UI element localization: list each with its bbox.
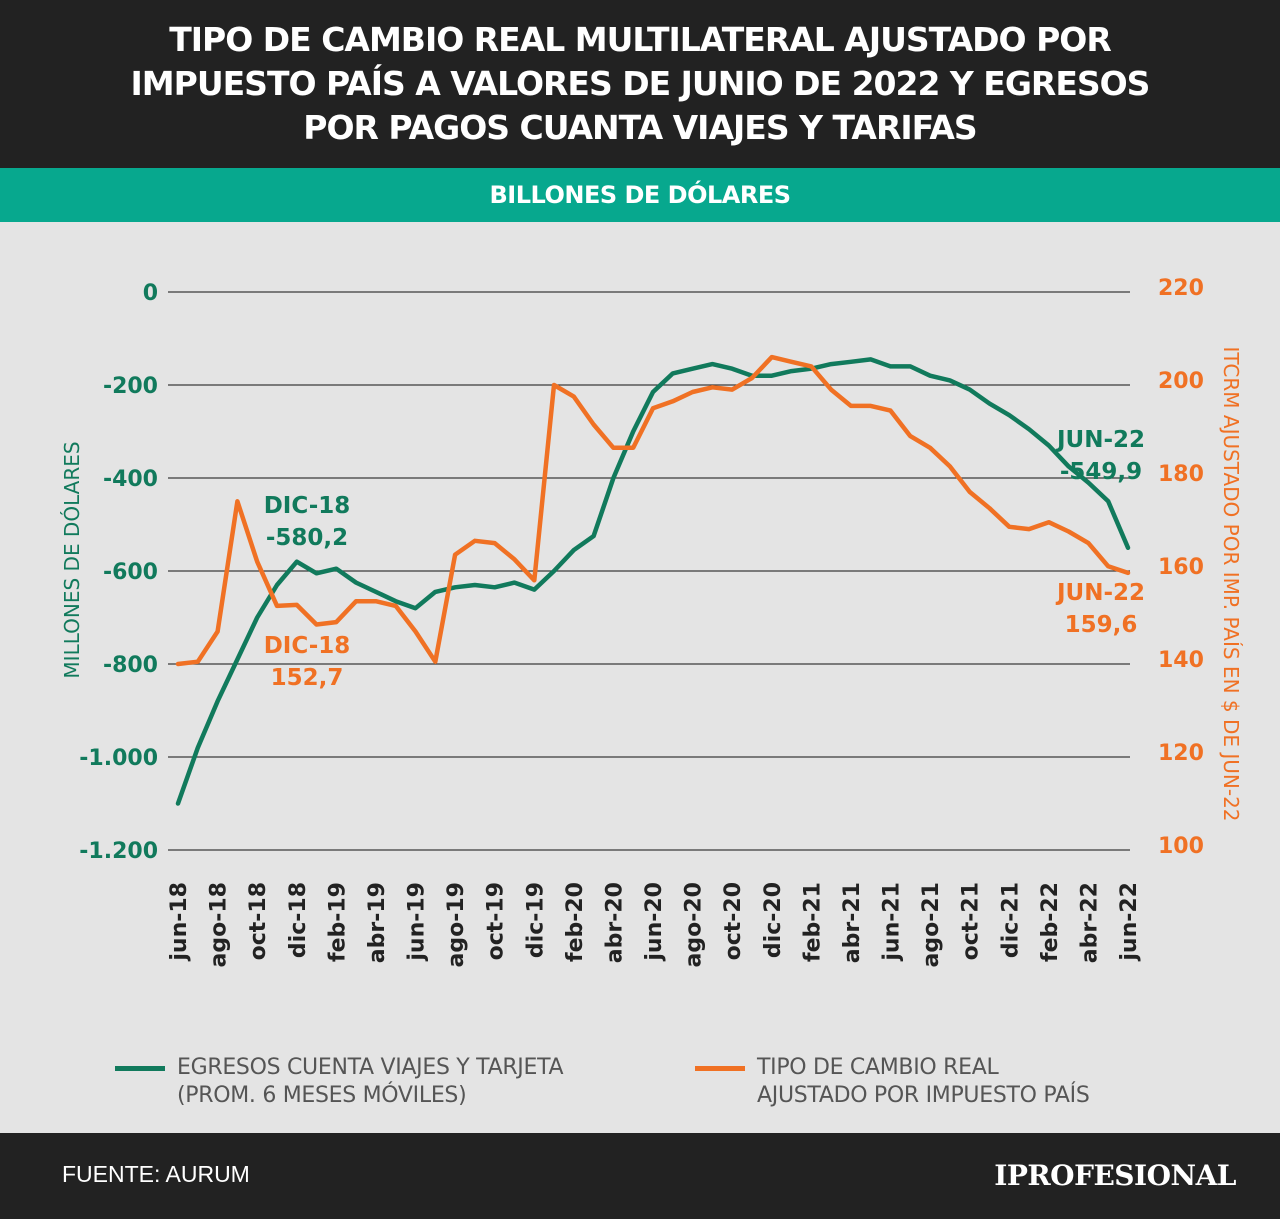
annotation-label: DIC-18 xyxy=(264,633,351,659)
annotation-label: JUN-22 xyxy=(1055,580,1145,606)
y-right-tick-label: 200 xyxy=(1158,369,1204,394)
x-tick-label: ago-20 xyxy=(682,882,707,967)
y-right-tick-label: 180 xyxy=(1158,462,1204,487)
legend-label-tipo-cambio-line-1: TIPO DE CAMBIO REAL xyxy=(757,1055,999,1080)
x-tick-label: ago-18 xyxy=(207,882,232,967)
legend-item-tipo-cambio: TIPO DE CAMBIO REAL AJUSTADO POR IMPUEST… xyxy=(695,1054,1090,1110)
y-axis-right-label: ITCRM AJUSTADO POR IMP. PAÍS EN $ DE JUN… xyxy=(1219,346,1243,821)
legend-label-tipo-cambio: TIPO DE CAMBIO REAL AJUSTADO POR IMPUEST… xyxy=(757,1054,1090,1110)
legend-item-egresos: EGRESOS CUENTA VIAJES Y TARJETA (PROM. 6… xyxy=(115,1054,564,1110)
series-line-tipo-cambio xyxy=(175,354,1131,667)
title-line-3: POR PAGOS CUANTA VIAJES Y TARIFAS xyxy=(303,108,977,147)
x-tick-label: abr-20 xyxy=(602,882,627,963)
x-tick-label: jun-21 xyxy=(880,882,905,962)
x-tick-label: dic-18 xyxy=(286,882,311,958)
x-axis-ticks: jun-18 ago-18 oct-18 dic-18 feb-19 abr-19 jun-… xyxy=(167,882,1142,967)
legend-label-tipo-cambio-line-2: AJUSTADO POR IMPUESTO PAÍS xyxy=(757,1083,1090,1108)
x-tick-label: abr-19 xyxy=(365,882,390,963)
legend-label-egresos: EGRESOS CUENTA VIAJES Y TARJETA (PROM. 6… xyxy=(177,1054,564,1110)
y-left-tick-label: -200 xyxy=(103,374,158,399)
x-tick-label: jun-20 xyxy=(642,882,667,962)
series-line-egresos xyxy=(175,357,1131,806)
x-tick-label: jun-19 xyxy=(405,882,430,962)
y-axis-left-ticks: 0 -200 -400 -600 -800 -1.000 -1.200 xyxy=(79,281,158,864)
x-tick-label: abr-22 xyxy=(1077,882,1102,963)
source-note: FUENTE: AURUM xyxy=(62,1161,250,1187)
y-left-tick-label: -400 xyxy=(103,467,158,492)
legend-label-egresos-line-1: EGRESOS CUENTA VIAJES Y TARJETA xyxy=(177,1055,564,1080)
chart-footer: FUENTE: AURUM IPROFESIONAL xyxy=(0,1133,1280,1219)
x-tick-label: oct-18 xyxy=(246,882,271,960)
y-right-tick-label: 140 xyxy=(1158,648,1204,673)
y-left-tick-label: -1.200 xyxy=(79,839,158,864)
y-right-tick-label: 100 xyxy=(1158,834,1204,859)
x-tick-label: oct-19 xyxy=(484,882,509,960)
x-tick-label: dic-20 xyxy=(761,882,786,958)
y-axis-right-ticks: 220 200 180 160 140 120 100 xyxy=(1158,276,1204,859)
annotation-label: -580,2 xyxy=(266,525,348,551)
x-tick-label: feb-22 xyxy=(1038,882,1063,962)
legend-swatch-green xyxy=(115,1066,165,1071)
y-left-tick-label: -1.000 xyxy=(79,746,158,771)
brand-logo: IPROFESIONAL xyxy=(994,1159,1236,1192)
title-line-1: TIPO DE CAMBIO REAL MULTILATERAL AJUSTAD… xyxy=(169,20,1112,59)
y-left-tick-label: -600 xyxy=(103,560,158,585)
annotations: DIC-18 -580,2 DIC-18 152,7 JUN-22 -549,9 JUN-2… xyxy=(264,427,1145,691)
legend-label-egresos-line-2: (PROM. 6 MESES MÓVILES) xyxy=(177,1083,467,1108)
y-left-tick-label: -800 xyxy=(103,653,158,678)
x-tick-label: feb-21 xyxy=(800,882,825,962)
y-right-tick-label: 220 xyxy=(1158,276,1204,301)
chart-header: TIPO DE CAMBIO REAL MULTILATERAL AJUSTAD… xyxy=(0,0,1280,168)
series-lines xyxy=(175,354,1131,806)
x-tick-label: jun-22 xyxy=(1117,882,1142,962)
annotation-label: 159,6 xyxy=(1065,612,1138,638)
line-chart: 0 -200 -400 -600 -800 -1.000 -1.200 220 200 180 1… xyxy=(60,276,1243,967)
annotation-label: -549,9 xyxy=(1060,459,1142,485)
y-axis-left-label: MILLONES DE DÓLARES xyxy=(60,441,84,678)
y-right-tick-label: 160 xyxy=(1158,555,1204,580)
x-tick-label: dic-19 xyxy=(523,882,548,958)
title-line-2: IMPUESTO PAÍS A VALORES DE JUNIO DE 2022… xyxy=(130,64,1151,103)
x-tick-label: dic-21 xyxy=(998,882,1023,958)
y-left-tick-label: 0 xyxy=(143,281,158,306)
annotation-label: DIC-18 xyxy=(264,493,351,519)
x-tick-label: abr-21 xyxy=(840,882,865,963)
legend-swatch-orange xyxy=(695,1066,745,1071)
x-tick-label: feb-20 xyxy=(563,882,588,962)
y-right-tick-label: 120 xyxy=(1158,741,1204,766)
chart-subtitle: BILLONES DE DÓLARES xyxy=(0,168,1280,222)
x-tick-label: feb-19 xyxy=(325,882,350,962)
x-tick-label: oct-20 xyxy=(721,882,746,960)
x-tick-label: jun-18 xyxy=(167,882,192,962)
annotation-label: JUN-22 xyxy=(1055,427,1145,453)
x-tick-label: ago-21 xyxy=(919,882,944,967)
x-tick-label: ago-19 xyxy=(444,882,469,967)
chart-title: TIPO DE CAMBIO REAL MULTILATERAL AJUSTAD… xyxy=(40,18,1240,150)
x-tick-label: oct-21 xyxy=(959,882,984,960)
annotation-label: 152,7 xyxy=(271,665,344,691)
